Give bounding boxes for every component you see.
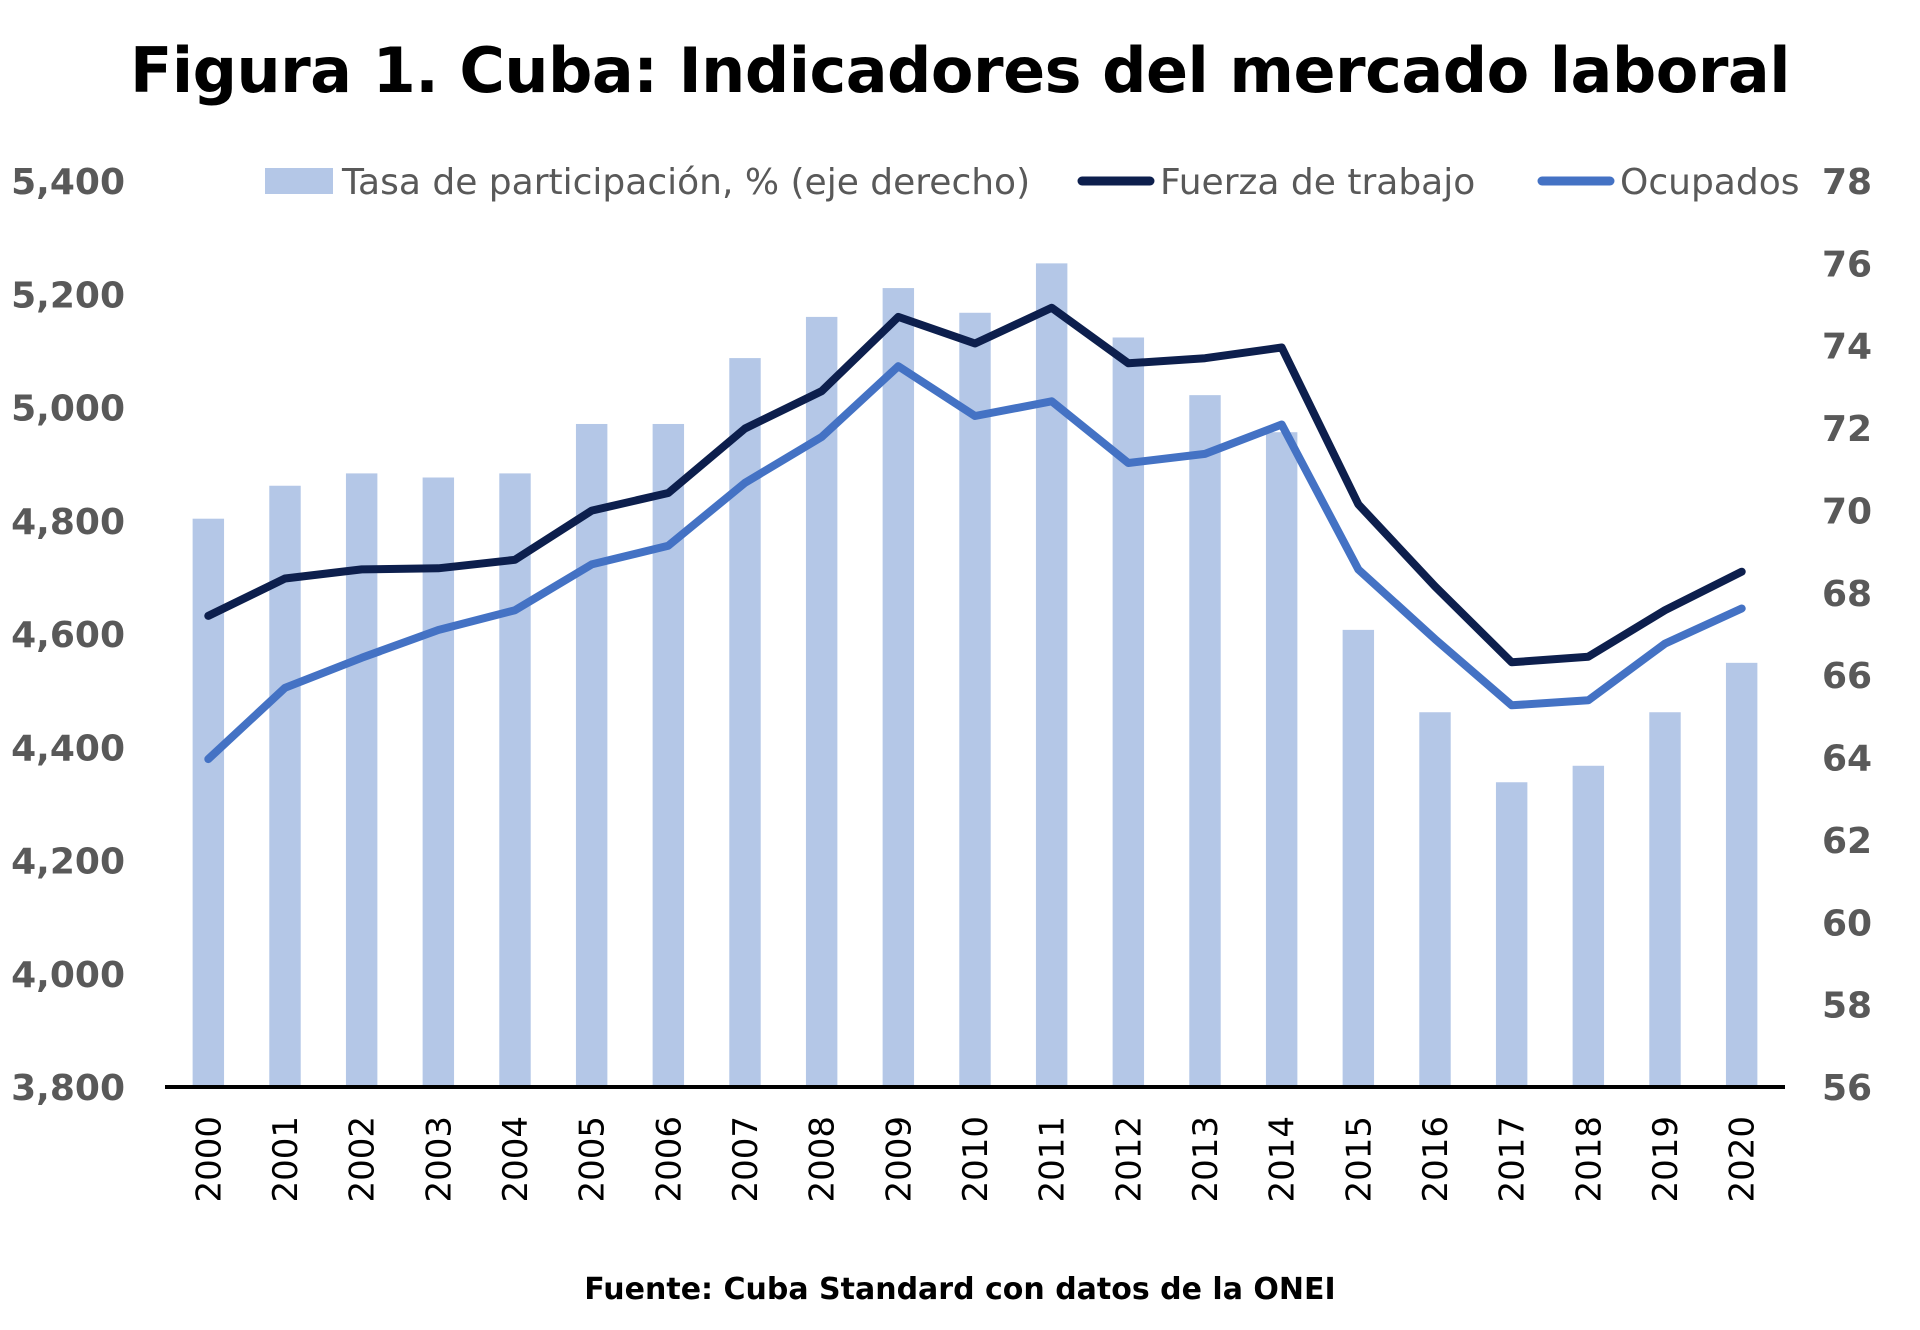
x-tick-label: 2018 <box>1569 1116 1609 1203</box>
right-tick-label: 64 <box>1822 739 1872 780</box>
legend-label: Ocupados <box>1620 162 1800 203</box>
left-tick-label: 4,200 <box>11 842 125 883</box>
left-axis-ticks: 3,800 4,000 4,200 4,400 4,600 4,800 5,000 5,200… <box>11 162 125 1109</box>
left-tick-label: 5,200 <box>11 275 125 316</box>
right-tick-label: 74 <box>1822 327 1872 368</box>
x-tick-label: 2012 <box>1109 1116 1149 1203</box>
bar-2004 <box>499 473 531 1088</box>
x-tick-label: 2005 <box>573 1116 613 1203</box>
left-tick-label: 4,600 <box>11 615 125 656</box>
chart-source-note: Fuente: Cuba Standard con datos de la ON… <box>584 1272 1336 1307</box>
legend: Tasa de participación, % (eje derecho) Fu… <box>265 162 1800 203</box>
bar-2002 <box>345 473 378 1088</box>
bar-2011 <box>1035 263 1068 1087</box>
x-tick-label: 2009 <box>879 1116 919 1203</box>
x-tick-label: 2006 <box>649 1116 689 1203</box>
bar-2020 <box>1725 662 1758 1087</box>
right-tick-label: 68 <box>1822 574 1872 615</box>
line-series-fuerza-de-trabajo <box>204 303 1746 667</box>
x-tick-label: 2004 <box>496 1116 536 1203</box>
bar-2015 <box>1342 629 1375 1087</box>
x-tick-label: 2013 <box>1186 1116 1226 1203</box>
x-tick-label: 2010 <box>956 1116 996 1203</box>
x-tick-label: 2003 <box>419 1116 459 1203</box>
x-tick-label: 2008 <box>803 1116 843 1203</box>
bar-2016 <box>1419 712 1451 1087</box>
bar-2003 <box>422 477 455 1087</box>
left-tick-label: 5,000 <box>11 389 125 430</box>
right-tick-label: 70 <box>1822 491 1872 532</box>
legend-swatch-bar <box>265 168 333 194</box>
x-tick-label: 2020 <box>1723 1116 1763 1203</box>
right-tick-label: 76 <box>1822 244 1872 285</box>
x-tick-label: 2016 <box>1416 1116 1456 1203</box>
legend-label: Tasa de participación, % (eje derecho) <box>341 162 1030 203</box>
bar-2017 <box>1495 782 1528 1087</box>
bar-2009 <box>882 288 915 1087</box>
left-tick-label: 3,800 <box>11 1068 125 1109</box>
x-tick-label: 2014 <box>1263 1116 1303 1203</box>
line-series-ocupados <box>204 362 1746 764</box>
bar-2019 <box>1649 712 1681 1087</box>
x-tick-label: 2019 <box>1646 1116 1686 1203</box>
x-tick-label: 2007 <box>726 1116 766 1203</box>
x-tick-label: 2002 <box>343 1116 383 1203</box>
left-tick-label: 4,000 <box>11 955 125 996</box>
bar-2006 <box>652 423 685 1087</box>
line-series-layer <box>204 303 1746 764</box>
right-tick-label: 58 <box>1822 986 1872 1027</box>
bar-2014 <box>1265 432 1298 1087</box>
x-axis-ticks: 2000 2001 2002 2003 2004 2005 2006 2007 2008 2009… <box>189 1116 1762 1203</box>
bar-2000 <box>192 518 225 1087</box>
bar-2007 <box>729 358 761 1088</box>
legend-label: Fuerza de trabajo <box>1160 162 1475 203</box>
x-tick-label: 2011 <box>1033 1116 1073 1203</box>
x-tick-label: 2015 <box>1339 1116 1379 1203</box>
chart-title: Figura 1. Cuba: Indicadores del mercado … <box>129 34 1791 107</box>
left-tick-label: 4,400 <box>11 728 125 769</box>
x-tick-label: 2017 <box>1493 1116 1533 1203</box>
left-tick-label: 5,400 <box>11 162 125 203</box>
right-tick-label: 66 <box>1822 656 1872 697</box>
bar-2018 <box>1572 765 1605 1087</box>
right-tick-label: 60 <box>1822 903 1872 944</box>
bar-series-participation <box>192 263 1758 1088</box>
left-tick-label: 4,800 <box>11 502 125 543</box>
x-tick-label: 2000 <box>189 1116 229 1203</box>
right-tick-label: 62 <box>1822 821 1872 862</box>
right-tick-label: 56 <box>1822 1068 1872 1109</box>
right-axis-ticks: 56 58 60 62 64 66 68 70 72 74 76 78 <box>1822 162 1872 1109</box>
bar-2010 <box>959 312 991 1087</box>
right-tick-label: 72 <box>1822 409 1872 450</box>
x-tick-label: 2001 <box>266 1116 306 1203</box>
bar-2005 <box>575 423 608 1087</box>
right-tick-label: 78 <box>1822 162 1872 203</box>
bar-2013 <box>1189 395 1221 1087</box>
